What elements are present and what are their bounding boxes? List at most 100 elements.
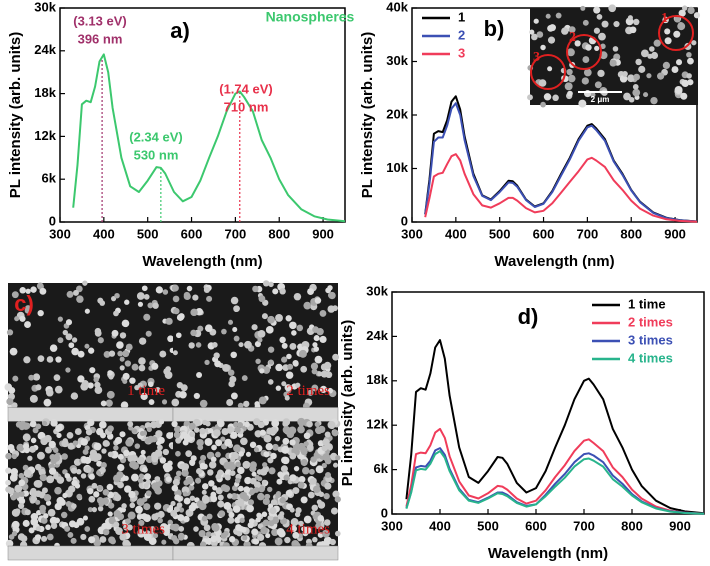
particle	[212, 342, 218, 348]
particle	[254, 340, 261, 348]
particle	[138, 337, 147, 345]
particle	[282, 420, 289, 427]
particle	[272, 443, 279, 451]
particle	[233, 421, 239, 428]
particle	[183, 434, 191, 442]
particle	[177, 532, 185, 540]
particle	[125, 438, 134, 447]
particle	[228, 380, 235, 388]
x-tick-label: 800	[268, 226, 290, 241]
particle	[327, 420, 336, 429]
particle	[12, 375, 19, 382]
particle	[54, 385, 63, 394]
particle	[266, 427, 274, 435]
particle	[93, 491, 100, 498]
particle	[136, 498, 145, 507]
particle	[282, 437, 290, 445]
particle	[183, 291, 191, 299]
particle	[29, 445, 37, 453]
particle	[161, 399, 168, 405]
particle	[223, 502, 232, 510]
particle	[171, 420, 178, 428]
particle	[234, 445, 241, 453]
particle	[57, 337, 64, 344]
particle	[262, 462, 268, 468]
particle	[257, 533, 265, 542]
particle	[47, 508, 56, 517]
particle	[246, 504, 254, 513]
particle	[331, 429, 339, 437]
particle	[211, 523, 220, 532]
particle	[275, 363, 283, 372]
particle	[84, 308, 90, 314]
particle	[238, 451, 244, 457]
particle	[48, 467, 57, 475]
particle	[41, 487, 48, 494]
particle	[598, 32, 606, 41]
particle	[159, 457, 167, 464]
particle	[289, 452, 297, 460]
y-tick-label: 6k	[374, 461, 389, 476]
particle	[582, 56, 590, 63]
particle	[581, 77, 589, 85]
particle	[155, 430, 163, 438]
particle	[307, 491, 315, 499]
particle	[649, 46, 655, 52]
particle	[251, 528, 259, 536]
particle	[545, 13, 551, 19]
particle	[109, 538, 116, 545]
particle	[583, 68, 592, 77]
particle	[154, 487, 162, 495]
particle	[172, 478, 180, 486]
particle	[284, 395, 290, 401]
particle	[9, 473, 18, 482]
particle	[198, 502, 207, 511]
particle	[686, 73, 692, 79]
particle	[220, 532, 227, 539]
particle	[100, 400, 107, 407]
x-tick-label: 300	[381, 518, 403, 533]
particle	[311, 384, 319, 392]
particle	[71, 503, 77, 510]
particle	[46, 475, 55, 484]
particle	[138, 364, 146, 372]
particle	[117, 463, 125, 472]
particle	[88, 347, 95, 354]
particle	[257, 476, 263, 482]
particle	[131, 363, 139, 371]
particle	[300, 365, 308, 373]
particle	[596, 14, 603, 20]
particle	[279, 336, 286, 344]
particle	[314, 297, 322, 304]
particle	[613, 20, 620, 28]
particle	[564, 82, 573, 91]
x-tick-label: 500	[137, 226, 159, 241]
particle	[178, 313, 185, 320]
particle	[217, 469, 224, 476]
particle	[11, 453, 18, 460]
particle	[322, 453, 331, 462]
particle	[15, 421, 23, 428]
particle	[284, 536, 291, 544]
particle	[190, 329, 197, 337]
particle	[64, 525, 71, 532]
particle	[289, 474, 297, 482]
particle	[267, 514, 274, 521]
particle	[274, 435, 281, 442]
particle	[628, 96, 635, 103]
particle	[233, 305, 240, 313]
particle	[41, 420, 48, 427]
particle	[87, 382, 94, 389]
particle	[674, 16, 681, 23]
particle	[201, 489, 207, 495]
x-tick-label: 700	[225, 226, 247, 241]
particle	[71, 479, 78, 487]
particle	[258, 396, 267, 405]
particle	[12, 491, 21, 499]
x-tick-label: 900	[669, 518, 691, 533]
particle	[53, 374, 61, 381]
particle	[317, 501, 326, 509]
particle	[224, 474, 231, 481]
particle	[145, 479, 151, 485]
particle	[262, 497, 270, 506]
